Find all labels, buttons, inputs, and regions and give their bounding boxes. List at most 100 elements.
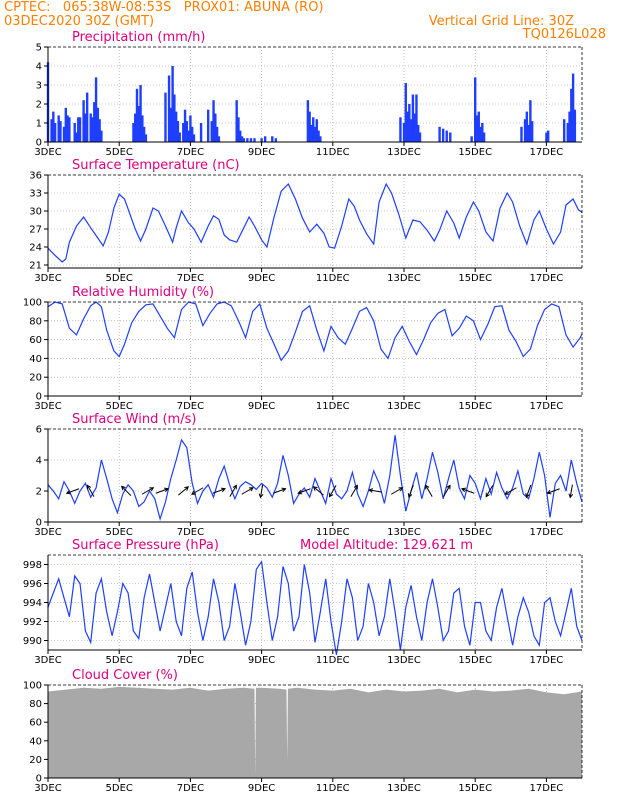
rh-ytick-label: 40 (29, 354, 42, 365)
rh-xtick-label: 17DEC (530, 401, 564, 412)
model-id: TQ0126L028 (522, 27, 606, 42)
wind-vector-arrow (391, 487, 404, 495)
pres-title: Surface Pressure (hPa) (72, 538, 219, 553)
wind-vector-arrow (485, 485, 494, 498)
wind-vector-head (446, 484, 451, 490)
wind-vector-shaft (313, 486, 324, 496)
wind-vector-head (568, 493, 574, 499)
precip-bar (415, 94, 418, 142)
wind-vector-arrow (273, 487, 287, 494)
precip-bar (189, 115, 192, 142)
wind-vector-shaft (569, 484, 573, 498)
wind-vector-head (329, 492, 334, 498)
wind-vector-arrow (443, 484, 451, 497)
wind-vector-head (258, 493, 264, 499)
precip-bar (52, 111, 55, 142)
precip-bar (242, 138, 245, 142)
wind-line (47, 435, 583, 522)
wind-xtick-label: 3DEC (34, 527, 61, 538)
precip-bar (525, 111, 529, 142)
cloud-ytick-label: 60 (29, 718, 42, 729)
wind-vector-arrow (241, 487, 254, 495)
precip-bar (481, 123, 484, 142)
temp-xtick-label: 7DEC (177, 273, 204, 284)
cloud-panel: 0 20 40 60 80 100 3DEC 5DEC 7DEC 9DEC 11DEC 13DEC 15… (23, 668, 583, 794)
wind-vector-shaft (66, 488, 80, 494)
rh-xtick-label: 9DEC (248, 401, 275, 412)
rh-ytick-label: 0 (36, 392, 42, 403)
cloud-xtick-label: 7DEC (177, 783, 204, 794)
precip-bar (190, 126, 194, 142)
precip-bar (50, 119, 53, 142)
precip-bar (527, 124, 530, 142)
cloud-ytick-label: 0 (36, 774, 42, 785)
wind-vector-head (368, 488, 374, 493)
cloud-xtick-label: 17DEC (530, 783, 564, 794)
precip-bar (167, 75, 171, 142)
precip-ytick-label: 3 (36, 81, 42, 92)
temp-ytick-label: 30 (29, 207, 42, 218)
precip-bar (135, 88, 139, 142)
precip-bar (141, 115, 144, 142)
wind-vector-head (190, 490, 196, 495)
wind-vector-shaft (443, 485, 451, 497)
precip-bar (441, 128, 445, 142)
precip-bar (306, 100, 310, 142)
wind-vector-head (86, 484, 92, 490)
wind-vector-shaft (485, 485, 494, 497)
rh-ytick-label: 20 (29, 373, 42, 384)
precip-bar (479, 126, 482, 142)
precip-bar (59, 121, 62, 142)
wind-vector-shaft (191, 487, 204, 495)
precip-bar (94, 77, 98, 142)
rh-ytick-label: 60 (29, 335, 42, 346)
station-header: CPTEC: 065:38W-08:53S PROX01: ABUNA (RO) (4, 0, 324, 15)
wind-vector-head (120, 485, 126, 491)
precip-bar (260, 138, 263, 142)
precip-bar (409, 119, 413, 142)
precip-bar (57, 115, 60, 142)
temp-ytick-label: 27 (29, 225, 42, 236)
wind-vector-shaft (87, 485, 95, 497)
precip-bar (73, 123, 76, 142)
precip-bar (545, 132, 548, 142)
rh-panel: 0 20 40 60 80 100 3DEC 5DEC 7DEC 9DEC 11DEC 13DEC 15… (23, 285, 583, 412)
wind-vector-shaft (369, 489, 383, 493)
wind-vector-head (232, 484, 237, 490)
precip-bar (402, 123, 406, 142)
rh-xtick-label: 13DEC (387, 401, 421, 412)
precip-bar (210, 121, 213, 142)
precip-bar (568, 111, 571, 142)
rh-ytick-label: 100 (23, 298, 42, 309)
precip-bar (530, 121, 534, 142)
wind-ytick-label: 0 (36, 518, 42, 529)
precip-bar (520, 126, 523, 142)
precip-bar (413, 113, 416, 142)
precip-bar (68, 117, 71, 142)
wind-vector-arrow (258, 484, 264, 499)
precip-bar (470, 136, 473, 142)
precip-bar (85, 92, 89, 142)
wind-vector-shaft (141, 487, 154, 495)
wind-vector-shaft (155, 488, 169, 494)
run-datetime: 03DEC2020 30Z (GMT) (4, 14, 155, 29)
wind-title: Surface Wind (m/s) (72, 412, 196, 427)
precip-xtick-label: 17DEC (530, 147, 564, 158)
precip-bar (406, 111, 409, 142)
precip-xtick-label: 13DEC (387, 147, 421, 158)
precip-bar (178, 132, 181, 142)
precip-bar (164, 92, 167, 142)
wind-vector-arrow (312, 486, 324, 496)
precip-bar (411, 94, 415, 142)
wind-vector-head (163, 487, 170, 493)
precip-bar (240, 136, 244, 142)
rh-xtick-label: 7DEC (177, 401, 204, 412)
precip-title: Precipitation (mm/h) (72, 30, 205, 45)
wind-vector-arrow (425, 484, 433, 497)
precip-bar (214, 113, 217, 142)
wind-ytick-label: 2 (36, 487, 42, 498)
wind-vector-head (485, 492, 490, 498)
cloud-xtick-label: 13DEC (387, 783, 421, 794)
precip-bar (139, 85, 142, 142)
cloud-ytick-label: 100 (23, 681, 42, 692)
